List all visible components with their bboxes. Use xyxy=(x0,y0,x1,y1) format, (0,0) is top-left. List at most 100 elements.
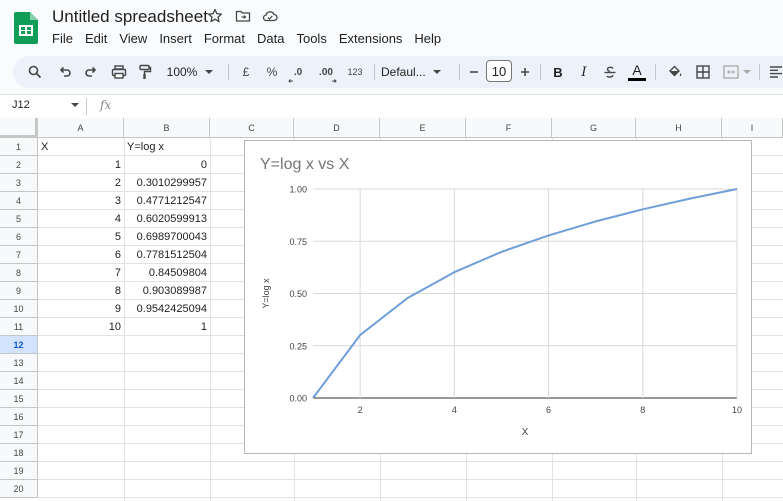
column-header-e[interactable]: E xyxy=(380,118,466,138)
menu-edit[interactable]: Edit xyxy=(84,31,108,46)
zoom-value: 100% xyxy=(166,65,198,79)
font-family-select[interactable]: Defaul... xyxy=(381,56,455,88)
format-currency-button[interactable]: £ xyxy=(235,56,257,88)
menu-insert[interactable]: Insert xyxy=(159,31,192,46)
italic-button[interactable]: I xyxy=(573,56,595,88)
move-to-folder-icon[interactable] xyxy=(235,8,251,24)
row-header-2[interactable]: 2 xyxy=(0,156,38,174)
decrease-font-size-button[interactable] xyxy=(465,56,483,88)
increase-decimal-button[interactable]: .00 xyxy=(312,56,340,88)
search-menus-button[interactable] xyxy=(23,56,47,88)
cell-b4[interactable]: 0.4771212547 xyxy=(136,195,207,207)
paint-format-button[interactable] xyxy=(133,56,157,88)
row-header-16[interactable]: 16 xyxy=(0,408,38,426)
column-header-f[interactable]: F xyxy=(466,118,552,138)
name-box[interactable]: J12 xyxy=(12,99,30,111)
cell-b3[interactable]: 0.3010299957 xyxy=(136,177,207,189)
select-all-corner[interactable] xyxy=(0,118,38,138)
row-header-8[interactable]: 8 xyxy=(0,264,38,282)
cell-a4[interactable]: 3 xyxy=(114,195,121,207)
arrow-left-icon xyxy=(288,79,293,83)
row-header-7[interactable]: 7 xyxy=(0,246,38,264)
row-header-15[interactable]: 15 xyxy=(0,390,38,408)
sheet-grid[interactable]: A B C D E F G H I 1 2 3 4 5 6 7 8 9 10 1… xyxy=(0,118,783,501)
format-percent-button[interactable]: % xyxy=(261,56,283,88)
menu-format[interactable]: Format xyxy=(203,31,245,46)
borders-button[interactable] xyxy=(691,56,715,88)
cell-a1[interactable]: X xyxy=(41,141,49,153)
cell-b1[interactable]: Y=log x xyxy=(127,141,164,153)
decrease-decimal-button[interactable]: .0 xyxy=(286,56,310,88)
y-axis-title: Y=log x xyxy=(261,278,271,309)
merge-cells-button[interactable] xyxy=(719,56,755,88)
cell-a9[interactable]: 8 xyxy=(114,285,121,297)
cell-b2[interactable]: 0 xyxy=(200,159,207,171)
menu-help[interactable]: Help xyxy=(414,31,442,46)
column-header-b[interactable]: B xyxy=(124,118,210,138)
chevron-down-icon[interactable] xyxy=(71,103,79,108)
menu-view[interactable]: View xyxy=(119,31,148,46)
row-header-17[interactable]: 17 xyxy=(0,426,38,444)
series-line xyxy=(312,188,738,399)
column-header-c[interactable]: C xyxy=(210,118,294,138)
cell-b8[interactable]: 0.84509804 xyxy=(148,267,207,279)
column-header-g[interactable]: G xyxy=(552,118,636,138)
cell-a3[interactable]: 2 xyxy=(114,177,121,189)
cell-b9[interactable]: 0.903089987 xyxy=(142,285,207,297)
font-size-input[interactable]: 10 xyxy=(486,60,512,82)
undo-button[interactable] xyxy=(53,56,77,88)
cell-b11[interactable]: 1 xyxy=(200,321,207,333)
cell-a7[interactable]: 6 xyxy=(114,249,121,261)
column-header-h[interactable]: H xyxy=(636,118,722,138)
spreadsheet-logo-icon[interactable] xyxy=(14,12,38,44)
cell-a11[interactable]: 10 xyxy=(108,321,121,333)
row-header-5[interactable]: 5 xyxy=(0,210,38,228)
line-chart[interactable]: Y=log x vs X 0.00 0.25 0.50 0.75 1.00 2 4 6 8 10 X Y… xyxy=(244,140,752,454)
print-button[interactable] xyxy=(107,56,131,88)
row-header-6[interactable]: 6 xyxy=(0,228,38,246)
row-header-19[interactable]: 19 xyxy=(0,462,38,480)
menu-tools[interactable]: Tools xyxy=(296,31,327,46)
row-header-11[interactable]: 11 xyxy=(0,318,38,336)
bold-button[interactable]: B xyxy=(547,56,569,88)
row-header-20[interactable]: 20 xyxy=(0,480,38,498)
document-title[interactable]: Untitled spreadsheet xyxy=(52,7,208,26)
cell-b7[interactable]: 0.7781512504 xyxy=(136,249,207,261)
row-header-14[interactable]: 14 xyxy=(0,372,38,390)
cell-a5[interactable]: 4 xyxy=(114,213,121,225)
menu-file[interactable]: File xyxy=(52,31,73,46)
more-formats-button[interactable]: 123 xyxy=(343,56,367,88)
row-header-4[interactable]: 4 xyxy=(0,192,38,210)
zoom-select[interactable]: 100% xyxy=(163,56,219,88)
star-icon[interactable] xyxy=(207,8,223,24)
cell-a8[interactable]: 7 xyxy=(114,267,121,279)
row-header-13[interactable]: 13 xyxy=(0,354,38,372)
strikethrough-button[interactable] xyxy=(599,56,621,88)
column-header-i[interactable]: I xyxy=(722,118,783,138)
row-header-3[interactable]: 3 xyxy=(0,174,38,192)
cell-b5[interactable]: 0.6020599913 xyxy=(136,213,207,225)
row-header-12[interactable]: 12 xyxy=(0,336,38,354)
cell-a6[interactable]: 5 xyxy=(114,231,121,243)
y-tick-label: 0.00 xyxy=(289,394,307,404)
redo-button[interactable] xyxy=(79,56,103,88)
chart-title: Y=log x vs X xyxy=(260,156,350,173)
cell-b10[interactable]: 0.9542425094 xyxy=(136,303,207,315)
cell-a2[interactable]: 1 xyxy=(114,159,121,171)
menu-extensions[interactable]: Extensions xyxy=(338,31,403,46)
horizontal-align-button[interactable] xyxy=(765,56,783,88)
cell-a10[interactable]: 9 xyxy=(114,303,121,315)
row-header-18[interactable]: 18 xyxy=(0,444,38,462)
y-tick-label: 1.00 xyxy=(289,185,307,195)
row-header-1[interactable]: 1 xyxy=(0,138,38,156)
cell-b6[interactable]: 0.6989700043 xyxy=(136,231,207,243)
row-header-10[interactable]: 10 xyxy=(0,300,38,318)
menu-data[interactable]: Data xyxy=(257,31,285,46)
column-header-d[interactable]: D xyxy=(294,118,380,138)
text-color-button[interactable]: A xyxy=(625,56,649,88)
row-header-9[interactable]: 9 xyxy=(0,282,38,300)
increase-font-size-button[interactable] xyxy=(516,56,534,88)
fill-color-button[interactable] xyxy=(663,56,687,88)
cloud-status-icon[interactable] xyxy=(262,8,278,24)
column-header-a[interactable]: A xyxy=(38,118,124,138)
